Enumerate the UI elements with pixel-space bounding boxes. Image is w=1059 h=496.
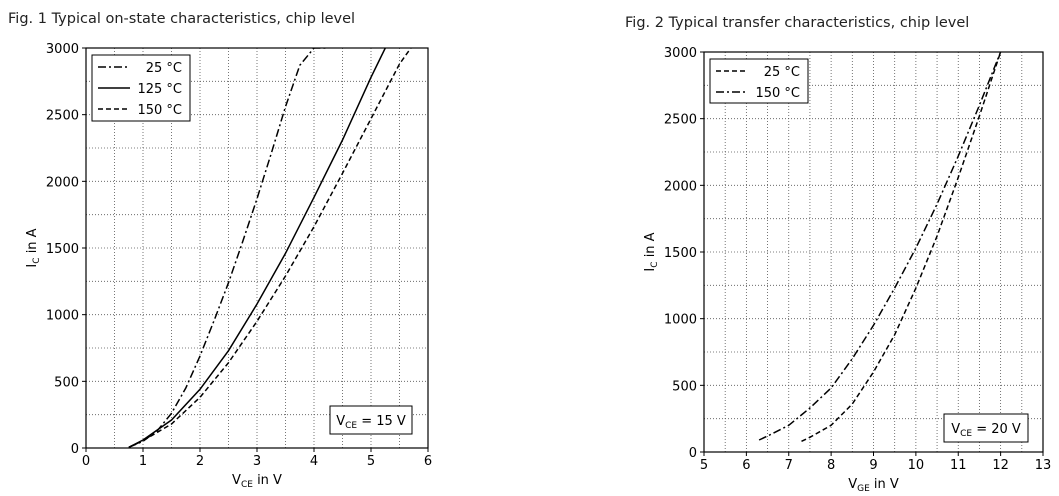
y-tick-label: 2500 bbox=[46, 109, 79, 124]
x-tick-label: 3 bbox=[253, 454, 261, 469]
chart-1: Fig. 1 Typical on-state characteristics,… bbox=[8, 11, 432, 490]
y-axis-label-sub: C bbox=[650, 261, 660, 267]
chart-2: Fig. 2 Typical transfer characteristics,… bbox=[625, 15, 1051, 494]
annotation-text: VCE = 20 V bbox=[951, 422, 1021, 439]
y-axis-label-tail: in A bbox=[643, 232, 658, 261]
y-tick-label: 2500 bbox=[664, 113, 697, 128]
x-tick-label: 10 bbox=[908, 458, 925, 473]
x-axis-label-tail: in V bbox=[253, 473, 282, 488]
y-tick-label: 1000 bbox=[46, 309, 79, 324]
x-axis-label: VGE in V bbox=[848, 477, 899, 494]
series-line-2 bbox=[758, 52, 1002, 441]
annotation-tail: = 15 V bbox=[357, 414, 406, 429]
legend-label-2: 125 °C bbox=[137, 82, 182, 97]
x-tick-label: 13 bbox=[1035, 458, 1052, 473]
annotation-main: V bbox=[951, 422, 960, 437]
series-line-2 bbox=[128, 48, 386, 448]
y-tick-label: 500 bbox=[672, 379, 697, 394]
y-tick-label: 500 bbox=[54, 375, 79, 390]
legend-label-1: 25 °C bbox=[146, 61, 182, 76]
x-axis-label-sub: GE bbox=[857, 484, 870, 494]
y-tick-label: 1000 bbox=[664, 313, 697, 328]
x-tick-label: 12 bbox=[992, 458, 1009, 473]
x-axis-label-main: V bbox=[848, 477, 857, 492]
y-axis-label-tail: in A bbox=[25, 228, 40, 257]
series-line-1 bbox=[128, 48, 326, 448]
series-line-1 bbox=[801, 52, 1002, 442]
x-tick-label: 5 bbox=[367, 454, 375, 469]
y-axis-label: IC in A bbox=[643, 232, 660, 271]
annotation-main: V bbox=[336, 414, 345, 429]
legend-label-2: 150 °C bbox=[755, 86, 800, 101]
y-tick-label: 1500 bbox=[46, 242, 79, 257]
y-axis-label-main: I bbox=[25, 264, 40, 268]
legend-label-3: 150 °C bbox=[137, 103, 182, 118]
y-axis-label-main: I bbox=[643, 268, 658, 272]
x-tick-label: 1 bbox=[139, 454, 147, 469]
series-line-3 bbox=[128, 48, 412, 448]
annotation-box bbox=[943, 413, 1029, 443]
x-tick-label: 0 bbox=[82, 454, 90, 469]
x-tick-label: 2 bbox=[196, 454, 204, 469]
x-tick-label: 4 bbox=[310, 454, 318, 469]
x-tick-label: 6 bbox=[424, 454, 432, 469]
y-axis-label: IC in A bbox=[25, 228, 42, 267]
x-tick-label: 5 bbox=[700, 458, 708, 473]
annotation-sub: CE bbox=[960, 429, 972, 439]
x-axis-label-tail: in V bbox=[870, 477, 899, 492]
y-tick-label: 0 bbox=[71, 442, 79, 457]
y-tick-label: 2000 bbox=[664, 179, 697, 194]
x-tick-label: 9 bbox=[869, 458, 877, 473]
x-tick-label: 6 bbox=[742, 458, 750, 473]
y-tick-label: 2000 bbox=[46, 175, 79, 190]
y-tick-label: 0 bbox=[689, 446, 697, 461]
legend-label-1: 25 °C bbox=[764, 65, 800, 80]
x-tick-label: 8 bbox=[827, 458, 835, 473]
annotation-tail: = 20 V bbox=[972, 422, 1021, 437]
x-axis-label-main: V bbox=[232, 473, 241, 488]
x-axis-label-sub: CE bbox=[241, 480, 253, 490]
x-tick-label: 11 bbox=[950, 458, 967, 473]
chart-title: Fig. 1 Typical on-state characteristics,… bbox=[8, 11, 355, 27]
legend-box bbox=[709, 58, 809, 104]
chart-title: Fig. 2 Typical transfer characteristics,… bbox=[625, 15, 969, 31]
annotation-text: VCE = 15 V bbox=[336, 414, 406, 431]
y-tick-label: 3000 bbox=[46, 42, 79, 57]
y-tick-label: 1500 bbox=[664, 246, 697, 261]
annotation-sub: CE bbox=[345, 421, 357, 431]
grid bbox=[704, 52, 1043, 452]
annotation-box bbox=[329, 405, 413, 435]
x-axis-label: VCE in V bbox=[232, 473, 282, 490]
x-tick-label: 7 bbox=[785, 458, 793, 473]
y-tick-label: 3000 bbox=[664, 46, 697, 61]
y-axis-label-sub: C bbox=[32, 257, 42, 263]
